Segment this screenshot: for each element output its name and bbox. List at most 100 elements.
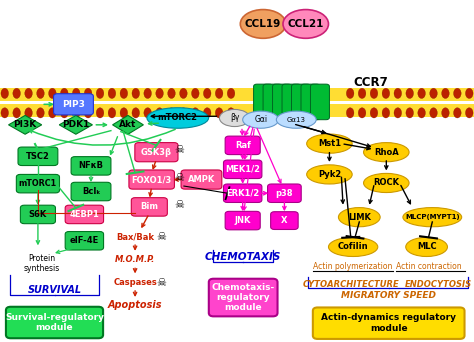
Ellipse shape xyxy=(13,108,20,118)
Ellipse shape xyxy=(13,88,20,98)
Text: Bclₖ: Bclₖ xyxy=(82,187,100,196)
Text: PI3K: PI3K xyxy=(13,120,37,129)
Ellipse shape xyxy=(430,88,438,98)
Ellipse shape xyxy=(73,108,80,118)
Ellipse shape xyxy=(132,88,139,98)
FancyBboxPatch shape xyxy=(273,84,292,120)
Ellipse shape xyxy=(338,208,380,227)
FancyBboxPatch shape xyxy=(20,205,55,224)
Text: ☠: ☠ xyxy=(174,200,184,210)
Text: Mst1: Mst1 xyxy=(318,139,341,148)
FancyBboxPatch shape xyxy=(225,136,260,155)
Ellipse shape xyxy=(364,173,409,193)
Ellipse shape xyxy=(406,237,447,256)
Ellipse shape xyxy=(394,88,401,98)
Ellipse shape xyxy=(307,134,352,153)
FancyBboxPatch shape xyxy=(310,84,329,120)
Bar xyxy=(0,104,474,117)
Ellipse shape xyxy=(25,88,32,98)
Ellipse shape xyxy=(1,88,9,98)
Ellipse shape xyxy=(382,88,390,98)
Ellipse shape xyxy=(108,108,116,118)
Ellipse shape xyxy=(132,108,139,118)
Ellipse shape xyxy=(418,108,425,118)
Text: TSC2: TSC2 xyxy=(26,152,50,161)
Ellipse shape xyxy=(358,88,366,98)
FancyBboxPatch shape xyxy=(224,184,262,202)
Ellipse shape xyxy=(25,108,32,118)
FancyBboxPatch shape xyxy=(16,174,60,193)
Ellipse shape xyxy=(382,108,390,118)
Ellipse shape xyxy=(307,165,352,184)
Ellipse shape xyxy=(227,108,235,118)
Text: CCL19: CCL19 xyxy=(245,19,281,29)
Text: MIGRATORY SPEED: MIGRATORY SPEED xyxy=(341,291,436,300)
Ellipse shape xyxy=(84,108,92,118)
Ellipse shape xyxy=(120,108,128,118)
Text: p38: p38 xyxy=(276,189,293,198)
FancyBboxPatch shape xyxy=(282,84,301,120)
Text: Actin polymerization: Actin polymerization xyxy=(313,262,393,271)
Ellipse shape xyxy=(180,108,187,118)
Ellipse shape xyxy=(36,108,44,118)
Ellipse shape xyxy=(240,10,286,38)
FancyBboxPatch shape xyxy=(54,94,93,115)
Ellipse shape xyxy=(144,88,152,98)
Text: Gαi: Gαi xyxy=(254,115,267,124)
Text: CYTOARCHITECTURE: CYTOARCHITECTURE xyxy=(302,280,399,289)
Text: ERK1/2: ERK1/2 xyxy=(226,189,259,198)
Ellipse shape xyxy=(49,88,56,98)
Ellipse shape xyxy=(430,108,438,118)
FancyBboxPatch shape xyxy=(313,307,465,339)
Ellipse shape xyxy=(394,108,401,118)
Text: eIF-4E: eIF-4E xyxy=(70,236,99,245)
Text: ☠: ☠ xyxy=(156,278,166,288)
Text: Protein
synthesis: Protein synthesis xyxy=(24,254,60,273)
FancyBboxPatch shape xyxy=(18,147,58,166)
Ellipse shape xyxy=(219,109,250,127)
Ellipse shape xyxy=(156,88,164,98)
Ellipse shape xyxy=(346,88,354,98)
FancyBboxPatch shape xyxy=(129,170,174,189)
Ellipse shape xyxy=(96,108,104,118)
FancyBboxPatch shape xyxy=(181,170,222,189)
Ellipse shape xyxy=(144,108,152,118)
Text: Akt: Akt xyxy=(119,120,137,129)
Ellipse shape xyxy=(191,108,199,118)
Text: PIP3: PIP3 xyxy=(62,100,85,109)
Text: mTORC1: mTORC1 xyxy=(19,179,57,188)
Text: ☠: ☠ xyxy=(174,173,184,183)
Text: Pyk2: Pyk2 xyxy=(318,170,341,179)
Ellipse shape xyxy=(370,108,378,118)
Ellipse shape xyxy=(406,88,413,98)
FancyBboxPatch shape xyxy=(271,212,298,229)
Ellipse shape xyxy=(346,108,354,118)
Ellipse shape xyxy=(203,108,211,118)
Ellipse shape xyxy=(465,108,473,118)
Text: RhoA: RhoA xyxy=(374,148,399,157)
Text: Chemotaxis-
regulatory
module: Chemotaxis- regulatory module xyxy=(211,282,275,313)
Text: βγ: βγ xyxy=(230,114,239,122)
Text: Bim: Bim xyxy=(140,202,158,211)
FancyBboxPatch shape xyxy=(65,232,103,250)
Ellipse shape xyxy=(418,88,425,98)
Text: Actin-dynamics regulatory
module: Actin-dynamics regulatory module xyxy=(321,314,456,333)
FancyBboxPatch shape xyxy=(225,211,260,230)
Text: X: X xyxy=(281,216,288,225)
Text: Actin contraction: Actin contraction xyxy=(396,262,462,271)
Ellipse shape xyxy=(406,108,413,118)
Text: S6K: S6K xyxy=(29,210,47,219)
Text: NFκB: NFκB xyxy=(79,161,103,170)
FancyBboxPatch shape xyxy=(71,182,111,201)
Ellipse shape xyxy=(96,88,104,98)
Ellipse shape xyxy=(403,208,462,227)
Ellipse shape xyxy=(243,111,279,128)
Text: MEK1/2: MEK1/2 xyxy=(225,165,260,174)
Ellipse shape xyxy=(147,108,209,128)
Ellipse shape xyxy=(49,108,56,118)
FancyBboxPatch shape xyxy=(267,184,301,202)
Ellipse shape xyxy=(73,88,80,98)
Ellipse shape xyxy=(442,108,449,118)
FancyBboxPatch shape xyxy=(301,84,320,120)
Text: CCL21: CCL21 xyxy=(288,19,324,29)
